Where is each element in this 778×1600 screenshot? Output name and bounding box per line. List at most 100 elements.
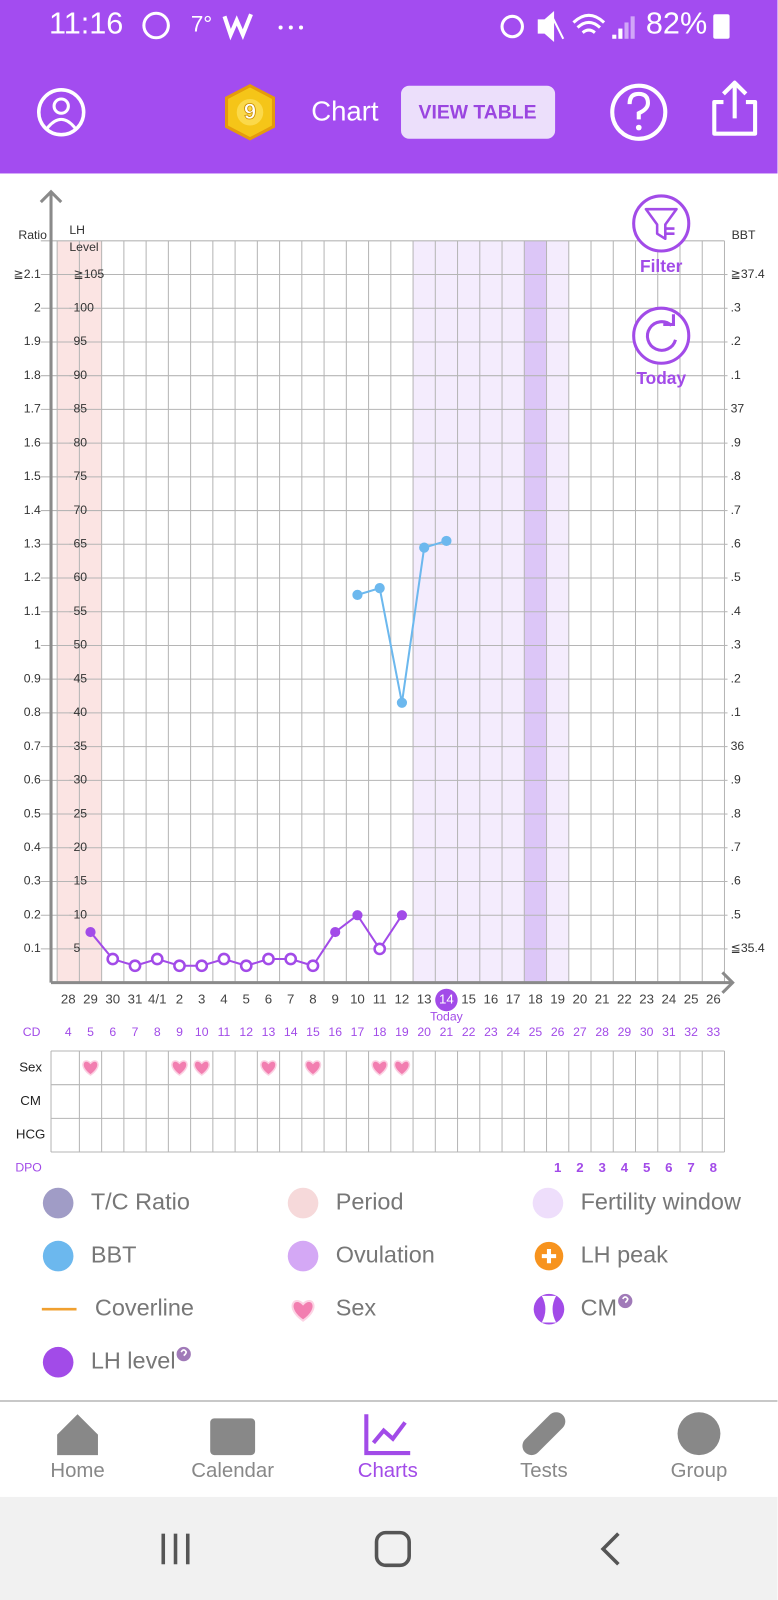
profile-button[interactable]: [36, 88, 86, 137]
lh-tick-label: 15: [73, 874, 87, 888]
x-tick-label: 5: [243, 991, 250, 1006]
system-bar: [0, 1496, 778, 1600]
header-title: Chart: [311, 96, 379, 127]
legend-label: T/C Ratio: [91, 1188, 190, 1214]
legend-label: BBT: [91, 1241, 137, 1267]
x-tick-label: 4: [220, 991, 227, 1006]
lh-axis-title: LH: [69, 223, 85, 237]
ratio-tick-label: 1.6: [24, 435, 41, 449]
sex-heart: [304, 1060, 322, 1076]
today-marker: [435, 988, 458, 1012]
more-dot: [288, 25, 293, 30]
bbt-axis-title: BBT: [732, 228, 756, 242]
view-table-label[interactable]: VIEW TABLE: [419, 101, 537, 123]
cd-value: 8: [154, 1025, 161, 1039]
cd-value: 5: [87, 1025, 94, 1039]
lh-tick-label: ≧105: [73, 267, 104, 281]
nav-label[interactable]: Group: [671, 1460, 728, 1482]
ratio-tick-label: 0.6: [24, 773, 41, 787]
dpo-value: 4: [621, 1160, 629, 1175]
legend-help[interactable]: [618, 1293, 633, 1309]
bbt-tick-label: .9: [731, 773, 741, 787]
legend-cm: [541, 1295, 557, 1323]
bbt-tick-label: .5: [731, 570, 741, 584]
x-tick-label: 10: [350, 991, 365, 1006]
cd-value: 9: [176, 1025, 183, 1039]
filter-label[interactable]: Filter: [640, 256, 683, 276]
series-point: [262, 952, 275, 966]
dpo-value: 6: [665, 1160, 672, 1175]
legend-label: Fertility window: [581, 1188, 741, 1214]
cd-value: 6: [109, 1025, 116, 1039]
bbt-tick-label: .3: [731, 638, 741, 652]
legend-help[interactable]: [176, 1346, 191, 1362]
lh-tick-label: 80: [73, 435, 87, 449]
bbt-tick-label: .9: [731, 435, 741, 449]
series-point: [85, 926, 96, 938]
cd-value: 11: [218, 1025, 231, 1039]
x-tick-label: 30: [105, 991, 120, 1006]
series-point: [306, 959, 320, 973]
nav-icon: [522, 1412, 566, 1456]
cd-value: 7: [132, 1025, 139, 1039]
cd-value: 30: [640, 1025, 654, 1039]
today-button-label[interactable]: Today: [636, 368, 686, 388]
dpo-value: 2: [576, 1160, 583, 1175]
cd-value: 15: [306, 1025, 320, 1039]
lh-tick-label: 95: [73, 334, 87, 348]
nav-label[interactable]: Tests: [520, 1460, 568, 1482]
lh-axis-title: Level: [69, 240, 98, 254]
view-table-button[interactable]: [401, 85, 556, 139]
cd-label: CD: [23, 1025, 41, 1039]
cd-value: 10: [195, 1025, 209, 1039]
row-label: CM: [20, 1093, 41, 1108]
legend-label: CM: [581, 1294, 617, 1320]
home-button[interactable]: [374, 1530, 411, 1568]
legend-swatch: [532, 1187, 564, 1219]
today-button[interactable]: [632, 306, 691, 365]
badge-level: 9: [244, 99, 256, 124]
lh-tick-label: 40: [73, 705, 87, 719]
nav-label[interactable]: Charts: [358, 1460, 418, 1482]
x-tick-label: 19: [550, 991, 565, 1006]
cd-value: 31: [662, 1025, 676, 1039]
ratio-tick-label: 0.9: [24, 671, 41, 685]
bbt-tick-label: .6: [731, 874, 741, 888]
sex-heart: [393, 1060, 411, 1076]
cd-value: 16: [328, 1025, 342, 1039]
battery-icon: [713, 14, 730, 39]
bbt-tick-label: .7: [731, 840, 741, 854]
nav-icon: [57, 1414, 98, 1456]
back-button[interactable]: [600, 1532, 620, 1566]
x-tick-label: 29: [83, 991, 98, 1006]
cd-value: 22: [462, 1025, 476, 1039]
filter-button[interactable]: [632, 194, 691, 253]
bbt-tick-label: .4: [731, 604, 741, 618]
series-point: [106, 952, 120, 966]
legend-help-glyph: [180, 1349, 188, 1357]
series-line: [89, 913, 403, 967]
share-button[interactable]: [712, 80, 758, 136]
series-point: [441, 535, 452, 547]
legend-help-glyph: [622, 1296, 629, 1304]
x-tick-label: 14: [439, 991, 454, 1006]
x-tick-label: 16: [484, 991, 499, 1006]
y-axis-title: Ratio: [18, 228, 47, 242]
help-button[interactable]: [610, 83, 668, 141]
today-icon: [645, 314, 677, 352]
nav-label[interactable]: Home: [50, 1460, 104, 1482]
signal-bar: [630, 16, 635, 39]
cd-value: 4: [65, 1025, 72, 1039]
mute-icon: [537, 11, 565, 43]
legend-label: Sex: [336, 1294, 377, 1320]
messenger-icon: [142, 11, 170, 40]
bbt-tick-label: .7: [731, 503, 741, 517]
nav-icon: [364, 1414, 411, 1456]
x-tick-label: 28: [61, 991, 76, 1006]
lh-tick-label: 60: [73, 570, 87, 584]
nav-label[interactable]: Calendar: [191, 1460, 274, 1482]
ratio-tick-label: 0.8: [24, 705, 41, 719]
series-point: [150, 952, 164, 966]
status-temp: 7°: [191, 11, 212, 36]
